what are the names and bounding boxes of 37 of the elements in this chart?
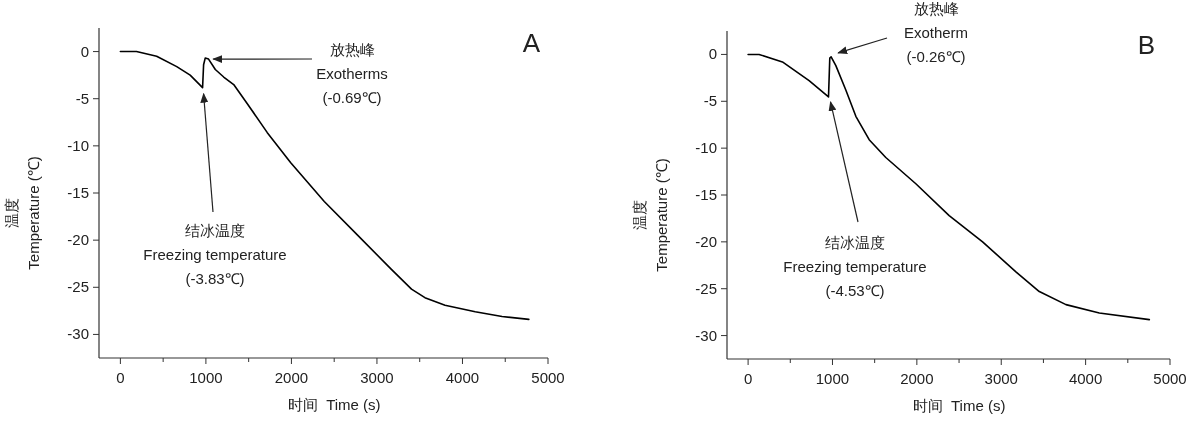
x-tick-label: 3000 <box>360 369 394 386</box>
x-tick-label: 2000 <box>900 370 934 387</box>
annotation: 放热峰 Exotherm (-0.26℃) <box>903 0 969 65</box>
y-axis-title: 温度 Temperature (℃) <box>631 158 670 272</box>
chart-title: A <box>522 28 541 58</box>
y-tick-label: -15 <box>67 184 89 201</box>
x-tick-label: 1000 <box>815 370 850 387</box>
y-tick-label: -10 <box>67 136 89 154</box>
x-axis-title: 时间 Time (s) <box>912 397 1006 414</box>
x-tick-label: 5000 <box>531 369 565 386</box>
annotation: 结冰温度 Freezing temperature (-4.53℃) <box>783 234 927 299</box>
y-tick-label: -10 <box>695 139 717 157</box>
y-tick-label: -20 <box>695 232 717 250</box>
annotation: 结冰温度 Freezing temperature (-3.83℃) <box>143 222 287 287</box>
y-tick-label: 0 <box>80 42 89 60</box>
y-tick-label: -25 <box>695 279 717 297</box>
y-tick-label: -5 <box>75 89 89 107</box>
x-axis-title: 时间 Time (s) <box>287 396 381 413</box>
y-tick-label: -30 <box>67 325 89 343</box>
chart-title: B <box>1137 30 1155 60</box>
x-tick-label: 0 <box>743 370 753 387</box>
y-tick-label: 0 <box>708 45 717 63</box>
x-tick-label: 4000 <box>445 369 480 386</box>
y-tick-label: -5 <box>703 92 717 110</box>
y-tick-label: -20 <box>67 231 89 249</box>
y-tick-label: -25 <box>67 278 89 296</box>
line-series <box>747 53 1151 321</box>
y-tick-label: -15 <box>695 186 717 203</box>
x-tick-label: 4000 <box>1068 370 1103 387</box>
x-tick-label: 2000 <box>274 369 309 386</box>
x-tick-label: 1000 <box>189 369 223 386</box>
y-tick-label: -30 <box>695 326 717 344</box>
y-axis-title: 温度 Temperature (℃) <box>3 156 42 270</box>
x-tick-label: 3000 <box>984 370 1018 387</box>
annotation: 放热峰 Exotherms (-0.69℃) <box>316 41 388 106</box>
x-tick-label: 0 <box>116 369 125 386</box>
x-tick-label: 5000 <box>1153 370 1187 387</box>
